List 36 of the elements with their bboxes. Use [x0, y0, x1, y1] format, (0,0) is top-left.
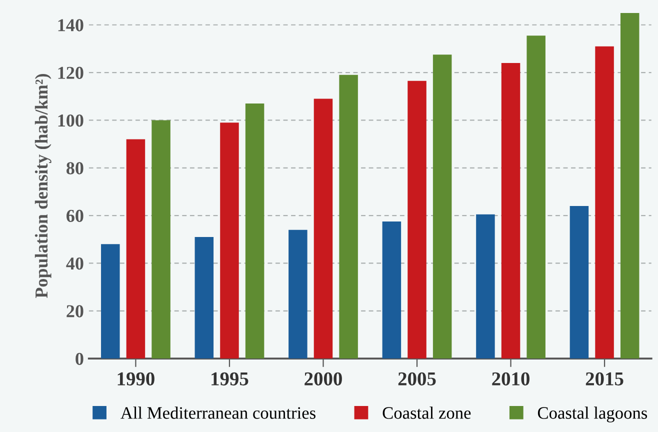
- y-tick-label: 0: [76, 352, 84, 365]
- legend-label: All Mediterranean countries: [120, 406, 316, 419]
- x-tick-label: 2005: [398, 372, 436, 386]
- y-tick-label: 20: [66, 305, 84, 318]
- bar: [408, 80, 426, 359]
- legend-label: Coastal lagoons: [538, 406, 648, 422]
- bar: [245, 104, 264, 359]
- legend-label: Coastal zone: [382, 406, 471, 419]
- y-tick-label: 80: [66, 162, 84, 174]
- x-tick-label: 1990: [118, 372, 154, 386]
- bar: [620, 12, 640, 359]
- x-tick-label: 2010: [492, 372, 530, 386]
- y-tick-label: 120: [58, 66, 84, 79]
- y-tick-label: 140: [58, 19, 84, 32]
- bar: [432, 54, 452, 359]
- bar: [476, 214, 495, 359]
- bar: [288, 230, 308, 359]
- x-tick-label: 2000: [304, 372, 342, 386]
- x-tick-label: 1995: [212, 372, 248, 386]
- y-tick-label: 60: [66, 210, 84, 222]
- bar: [501, 63, 520, 359]
- bar: [314, 98, 333, 359]
- x-tick-label: 2015: [586, 372, 624, 386]
- bar: [570, 206, 589, 359]
- bar: [526, 36, 546, 359]
- y-tick-label: 40: [66, 257, 84, 270]
- bar: [382, 222, 402, 359]
- bar: [339, 74, 358, 359]
- bar: [152, 120, 170, 359]
- bar: [220, 122, 239, 359]
- y-axis-title: Population density (hab/km²): [34, 74, 52, 298]
- bar: [595, 46, 614, 359]
- y-tick-label: 100: [58, 114, 84, 127]
- bar: [194, 237, 214, 359]
- bar: [101, 244, 120, 359]
- bar: [126, 139, 146, 359]
